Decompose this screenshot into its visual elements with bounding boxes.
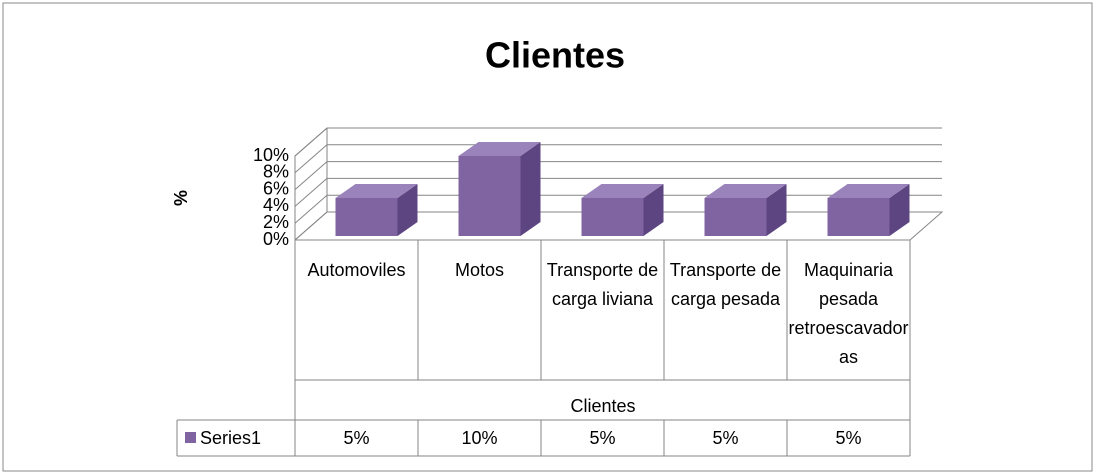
- chart-title: Clientes: [485, 35, 625, 76]
- x-tick-label: Motos: [454, 260, 505, 280]
- bar-side: [397, 184, 418, 236]
- bar-side: [766, 184, 787, 236]
- legend-swatch: [185, 432, 196, 443]
- y-tick-label: 6%: [263, 178, 289, 198]
- y-tick-label: 2%: [263, 212, 289, 232]
- grid-line: [294, 144, 942, 174]
- data-table-value: 5%: [835, 428, 861, 448]
- bar-top: [704, 184, 787, 198]
- x-tick-label: Automoviles: [307, 260, 406, 280]
- bar: [704, 184, 787, 236]
- bar: [581, 184, 664, 236]
- x-tick-label: Transporte de carga pesada: [669, 260, 782, 309]
- bar-top: [581, 184, 664, 198]
- data-table-value: 5%: [589, 428, 615, 448]
- bar-front: [704, 198, 767, 236]
- y-tick-label: 0%: [263, 229, 289, 249]
- grid-line: [294, 177, 942, 207]
- bar: [458, 142, 541, 236]
- bar-top: [827, 184, 910, 198]
- bar-front: [581, 198, 644, 236]
- bar-side: [889, 184, 910, 236]
- data-table-value: 5%: [343, 428, 369, 448]
- y-tick-label: 4%: [263, 195, 289, 215]
- bar-top: [458, 142, 541, 156]
- x-tick-label: Maquinaria pesada retroescavadoras: [788, 260, 909, 367]
- data-table-value: 5%: [712, 428, 738, 448]
- grid-line: [294, 127, 942, 157]
- data-table-value: 10%: [461, 428, 497, 448]
- x-axis-label: Clientes: [570, 396, 635, 416]
- bar-side: [643, 184, 664, 236]
- bar-side: [520, 142, 541, 236]
- y-tick-label: 10%: [253, 145, 289, 165]
- bar-front: [335, 198, 398, 236]
- bar: [335, 184, 418, 236]
- bar: [827, 184, 910, 236]
- bar-front: [827, 198, 890, 236]
- bar-top: [335, 184, 418, 198]
- grid-line: [294, 161, 942, 190]
- legend-label: Series1: [200, 428, 261, 448]
- y-tick-label: 8%: [263, 162, 289, 182]
- x-tick-label: Transporte de carga liviana: [546, 260, 659, 309]
- y-axis-label: %: [171, 190, 191, 206]
- bar-front: [458, 156, 521, 236]
